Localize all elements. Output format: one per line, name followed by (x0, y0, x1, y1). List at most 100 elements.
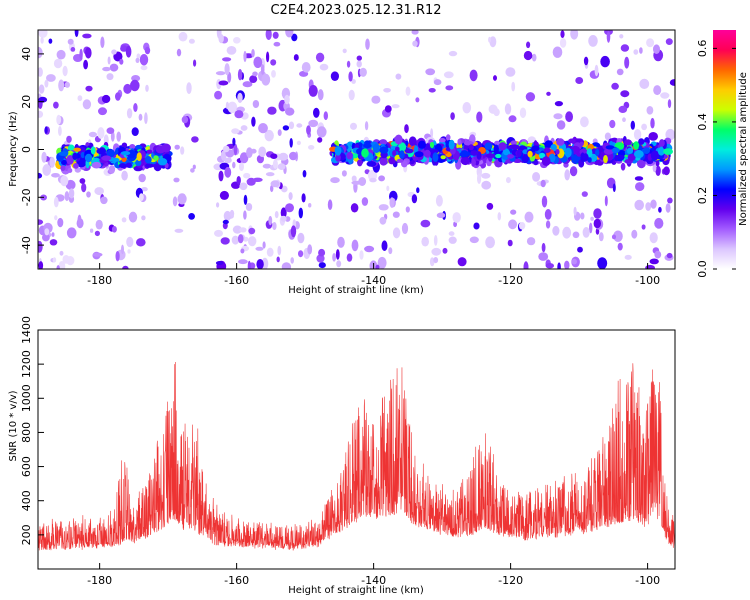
heatmap-cell (452, 212, 461, 223)
heatmap-cell (587, 157, 592, 163)
heatmap-cell (511, 81, 516, 92)
heatmap-cell (433, 235, 438, 246)
heatmap-cell (384, 105, 392, 113)
heatmap-cell (634, 150, 644, 159)
heatmap-cell (412, 40, 418, 47)
heatmap-cell (639, 47, 643, 54)
heatmap-cell (348, 71, 353, 82)
heatmap-cell (81, 183, 87, 193)
y-tick-label: 40 (20, 47, 33, 61)
heatmap-cell (405, 206, 410, 213)
heatmap-cell (307, 244, 313, 255)
heatmap-cell (433, 79, 442, 86)
heatmap-cell (507, 154, 515, 159)
heatmap-cell (613, 230, 623, 242)
heatmap-cell (477, 173, 482, 185)
heatmap-cell (278, 152, 289, 161)
heatmap-cell (231, 128, 240, 134)
heatmap-cell (562, 226, 572, 239)
heatmap-cell (445, 85, 454, 91)
snr-x-ticks: -180 -160 -140 -120 -100 (87, 563, 660, 587)
heatmap-cell (590, 216, 594, 221)
heatmap-cell (635, 182, 645, 192)
heatmap-cell (79, 48, 83, 60)
heatmap-cell (89, 228, 94, 233)
heatmap-cell (40, 37, 44, 44)
heatmap-cell (356, 55, 362, 61)
heatmap-cell (504, 103, 512, 115)
heatmap-cell (624, 254, 632, 260)
y-tick-label: 1000 (20, 384, 33, 412)
heatmap-cell (79, 178, 86, 184)
heatmap-cell (291, 33, 298, 42)
heatmap-cell (64, 81, 71, 88)
heatmap-cell (484, 142, 493, 150)
heatmap-cell (125, 162, 132, 168)
heatmap-cell (296, 123, 303, 128)
heatmap-cell (485, 153, 496, 158)
heatmap-cell (318, 262, 326, 269)
heatmap-cell (41, 151, 47, 163)
heatmap-cell (58, 79, 65, 92)
colorbar-tick-label: 0.6 (696, 40, 709, 58)
heatmap-cell (634, 199, 644, 211)
heatmap-cell (73, 147, 81, 152)
heatmap-cell (489, 36, 497, 48)
heatmap-cell (153, 155, 159, 161)
heatmap-cell (302, 170, 307, 178)
heatmap-cell (172, 196, 178, 207)
heatmap-cell (425, 68, 436, 76)
heatmap-cell (308, 119, 319, 128)
heatmap-cell (436, 212, 446, 219)
heatmap-cell (606, 30, 611, 43)
heatmap-cell (469, 69, 478, 82)
heatmap-cell (555, 149, 560, 155)
heatmap-cell (53, 196, 59, 208)
heatmap-cell (58, 126, 62, 136)
heatmap-cell (224, 166, 232, 178)
heatmap-cell (220, 237, 230, 245)
heatmap-cell (548, 153, 556, 163)
heatmap-cell (420, 219, 431, 228)
heatmap-cell (361, 197, 369, 206)
heatmap-cell (38, 219, 44, 225)
heatmap-cell (281, 185, 288, 193)
heatmap-cell (145, 84, 149, 92)
heatmap-cell (470, 150, 479, 156)
heatmap-cell (193, 59, 197, 67)
heatmap-cell (431, 247, 442, 256)
heatmap-cell (233, 37, 241, 44)
heatmap-cell (258, 123, 268, 134)
heatmap-cell (428, 88, 436, 93)
heatmap-cell (256, 259, 264, 269)
heatmap-cell (94, 187, 104, 196)
heatmap-cell (161, 143, 171, 153)
heatmap-cell (650, 199, 657, 209)
y-tick-label: 1400 (20, 316, 33, 344)
heatmap-cell (173, 177, 180, 183)
heatmap-cell (357, 159, 363, 167)
heatmap-cell (627, 153, 636, 161)
heatmap-cell (381, 240, 388, 251)
heatmap-cell (136, 152, 142, 162)
heatmap-cell (272, 31, 279, 39)
heatmap-cell (663, 166, 670, 176)
heatmap-cell (553, 113, 563, 120)
heatmap-cell (133, 103, 138, 112)
heatmap-cell (430, 128, 434, 139)
heatmap-cell (56, 114, 62, 125)
heatmap-cell (319, 63, 329, 71)
heatmap-cell (498, 142, 507, 151)
heatmap-y-axis-label: Frequency (Hz) (8, 111, 19, 187)
heatmap-cell (243, 172, 251, 179)
heatmap-cell (176, 48, 182, 57)
heatmap-cell (270, 180, 280, 188)
heatmap-cell (77, 95, 83, 102)
heatmap-cell (392, 211, 400, 218)
heatmap-cell (48, 38, 53, 44)
heatmap-cell (556, 120, 566, 130)
heatmap-cell (120, 151, 131, 156)
heatmap-cell (290, 225, 297, 238)
heatmap-cell (545, 263, 554, 269)
heatmap-cell (145, 163, 154, 168)
